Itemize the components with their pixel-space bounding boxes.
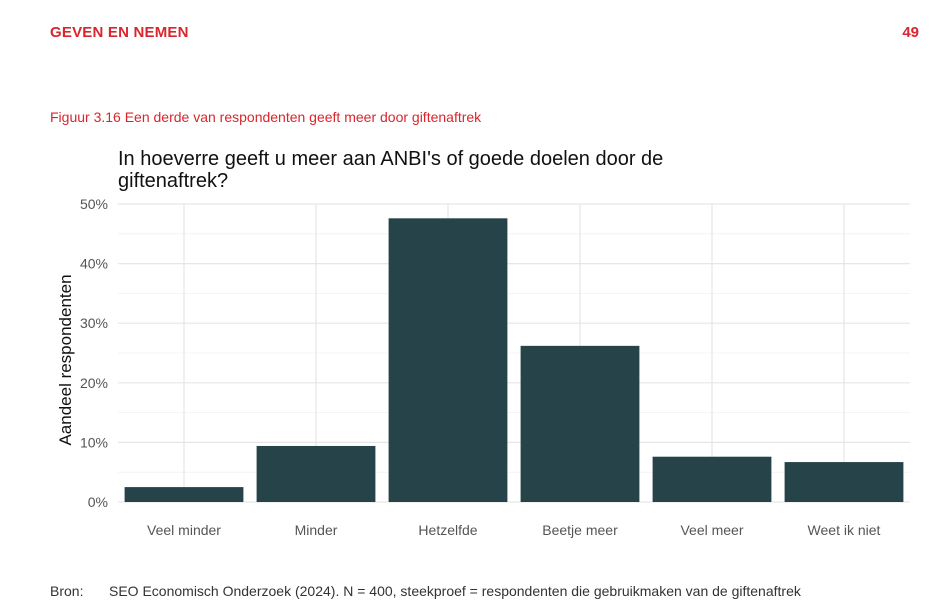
section-title: GEVEN EN NEMEN bbox=[50, 24, 189, 41]
bar-hetzelfde bbox=[388, 218, 508, 502]
y-tick-label: 50% bbox=[80, 196, 108, 212]
x-tick-label: Beetje meer bbox=[542, 522, 618, 538]
bar-weet-ik-niet bbox=[784, 462, 904, 502]
x-tick-label: Veel minder bbox=[147, 522, 221, 538]
x-tick-label: Veel meer bbox=[680, 522, 743, 538]
y-tick-label: 30% bbox=[80, 315, 108, 331]
bar-minder bbox=[256, 445, 376, 502]
x-tick-label: Hetzelfde bbox=[418, 522, 477, 538]
figure-caption: Figuur 3.16 Een derde van respondenten g… bbox=[50, 109, 482, 125]
y-axis-label: Aandeel respondenten bbox=[56, 274, 75, 445]
x-tick-label: Weet ik niet bbox=[808, 522, 881, 538]
source-text: SEO Economisch Onderzoek (2024). N = 400… bbox=[109, 583, 801, 599]
bar-veel-meer bbox=[652, 456, 772, 502]
page-number: 49 bbox=[902, 24, 919, 41]
y-tick-label: 20% bbox=[80, 375, 108, 391]
y-tick-label: 0% bbox=[88, 494, 108, 510]
bar-layer bbox=[124, 218, 904, 502]
tick-layer: 0% 10% 20% 30% 40% 50% Veel minder Minder Hetzel… bbox=[80, 196, 881, 538]
chart-title: In hoeverre geeft u meer aan ANBI's of g… bbox=[118, 148, 664, 192]
bar-beetje-meer bbox=[520, 345, 640, 502]
source-label: Bron: bbox=[50, 583, 84, 599]
y-tick-label: 40% bbox=[80, 256, 108, 272]
x-tick-label: Minder bbox=[295, 522, 338, 538]
bar-veel-minder bbox=[124, 487, 244, 502]
y-tick-label: 10% bbox=[80, 434, 108, 450]
grid-layer bbox=[118, 203, 910, 503]
